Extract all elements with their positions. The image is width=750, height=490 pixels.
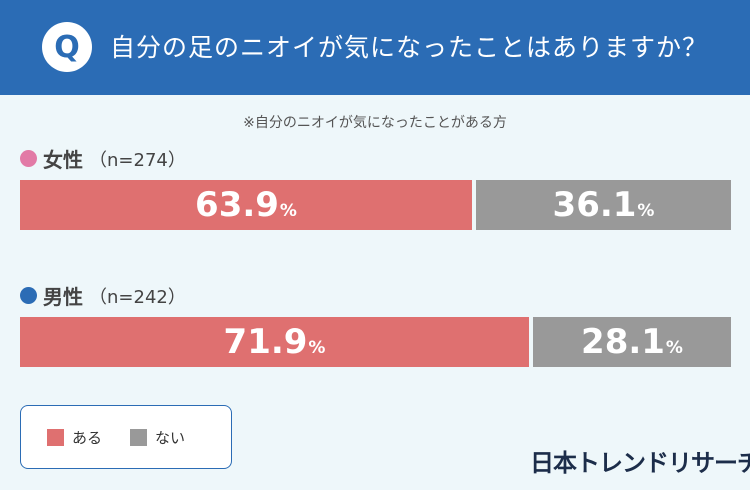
group-label-female: 女性 （n=274） — [20, 144, 186, 173]
bar-value-label: 71.9 — [223, 322, 308, 362]
legend-label-nai: ない — [155, 428, 186, 447]
bar-value-label: 63.9 — [195, 185, 279, 225]
bar-value-unit: % — [308, 338, 326, 358]
brand-logo: 日本トレンドリサーチ — [530, 449, 750, 477]
bar-value-label: 28.1 — [581, 322, 665, 362]
female-dot-icon — [20, 150, 37, 167]
bar-nai: 36.1% — [476, 180, 731, 230]
male-dot-icon — [20, 287, 37, 304]
legend-item-nai: ない — [130, 427, 185, 448]
question-title: 自分の足のニオイが気になったことはありますか？ — [110, 33, 709, 62]
bar-value-label: 36.1 — [552, 185, 637, 225]
bar-aru: 71.9% — [20, 317, 529, 367]
chart-note: ※自分のニオイが気になったことがある方 — [243, 115, 507, 131]
bar-row-male: 71.9% 28.1% — [20, 317, 731, 367]
group-label-male: 男性 （n=242） — [20, 281, 186, 310]
group-name: 男性 — [43, 285, 83, 309]
group-sample-size: （n=242） — [89, 286, 186, 308]
bar-row-female: 63.9% 36.1% — [20, 180, 731, 230]
legend-swatch-aru — [47, 428, 64, 446]
group-name: 女性 — [43, 148, 83, 172]
bar-aru: 63.9% — [20, 180, 472, 230]
question-badge: Q — [42, 22, 92, 72]
legend-item-aru: ある — [47, 427, 102, 448]
legend-swatch-nai — [130, 428, 148, 446]
group-sample-size: （n=274） — [89, 149, 186, 171]
bar-value-unit: % — [279, 201, 297, 221]
bar-nai: 28.1% — [533, 317, 731, 367]
legend-label-aru: ある — [72, 428, 103, 447]
header-bar: Q 自分の足のニオイが気になったことはありますか？ — [0, 0, 750, 95]
bar-value-unit: % — [665, 338, 683, 358]
bar-value-unit: % — [637, 201, 655, 221]
legend: ある ない — [20, 405, 232, 469]
